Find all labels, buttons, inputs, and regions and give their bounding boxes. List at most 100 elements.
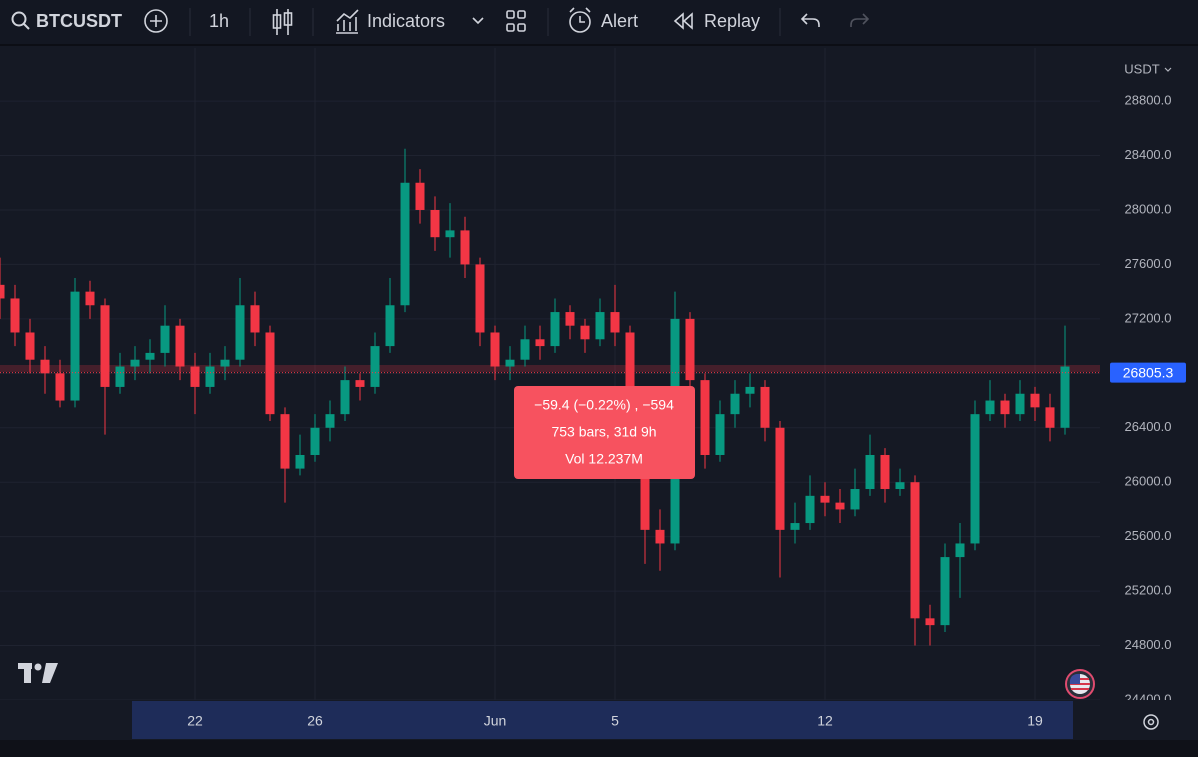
logo-shape: [34, 663, 42, 671]
candle-body: [925, 618, 935, 626]
undo-button[interactable]: [800, 13, 820, 27]
candle-body: [1060, 366, 1070, 428]
x-tick-label: Jun: [484, 713, 507, 729]
y-tick-label: 26400.0: [1125, 419, 1172, 434]
candle-body: [1045, 407, 1055, 428]
candle-body: [655, 529, 665, 544]
candle-body: [940, 557, 950, 626]
logo[interactable]: [18, 663, 58, 683]
gear-icon: [1143, 714, 1159, 730]
x-tick-label: 26: [307, 713, 323, 729]
grid-icon: [517, 10, 526, 19]
y-tick-label: 26000.0: [1125, 474, 1172, 489]
x-tick-label: 22: [187, 713, 203, 729]
candle-body: [280, 414, 290, 469]
candle-body: [955, 543, 965, 558]
y-tick-label: 28000.0: [1125, 201, 1172, 216]
candle-body: [535, 339, 545, 347]
interval[interactable]: 1h: [209, 11, 229, 31]
alert-button[interactable]: Alert: [569, 7, 638, 33]
candle-body: [355, 380, 365, 387]
candle-body: [340, 380, 350, 415]
candle-body: [430, 209, 440, 238]
replay-icon: [673, 12, 693, 30]
y-tick-label: 24800.0: [1125, 637, 1172, 652]
candle-body: [880, 454, 890, 490]
indicators-icon: [336, 9, 359, 34]
candle-body: [625, 332, 635, 415]
alert-icon: [569, 7, 591, 23]
candle-body: [40, 359, 50, 374]
plus-icon: [144, 9, 168, 33]
indicators-label: Indicators: [367, 11, 445, 31]
y-tick-label: 28800.0: [1125, 93, 1172, 108]
x-tick-label: 19: [1027, 713, 1043, 729]
candle-body: [760, 386, 770, 428]
candle-body: [745, 386, 755, 394]
compare-button[interactable]: [144, 9, 168, 33]
symbol: BTCUSDT: [36, 11, 122, 31]
candle-body: [505, 359, 515, 367]
candle-body: [250, 305, 260, 333]
indicators-button[interactable]: Indicators: [336, 9, 484, 34]
redo-button[interactable]: [850, 13, 870, 27]
flag-button[interactable]: [1065, 669, 1095, 699]
currency[interactable]: USDT: [1124, 61, 1159, 76]
last-price-label: 26805.3: [1123, 364, 1174, 380]
chevron: [472, 17, 484, 25]
chevron: [1164, 67, 1172, 72]
candle-body: [895, 482, 905, 490]
y-tick-label: 27600.0: [1125, 256, 1172, 271]
candle-body: [70, 291, 80, 401]
candle-body: [400, 182, 410, 306]
candle-body: [265, 332, 275, 415]
candle-body: [130, 359, 140, 367]
candle-body: [295, 454, 305, 469]
candle-body: [0, 284, 5, 299]
flag-canton: [1069, 673, 1080, 684]
candle-body: [415, 182, 425, 210]
logo-shape: [24, 663, 31, 683]
y-tick-label: 25200.0: [1125, 583, 1172, 598]
settings-button[interactable]: [1143, 714, 1159, 730]
candle-body: [1030, 393, 1040, 408]
grid-icon: [506, 23, 515, 32]
measure-tooltip: −59.4 (−0.22%) , −594 753 bars, 31d 9h V…: [514, 386, 695, 479]
candle-body: [865, 454, 875, 490]
replay-button[interactable]: Replay: [673, 11, 760, 31]
candle-body: [85, 291, 95, 306]
symbol-search[interactable]: BTCUSDT: [11, 11, 123, 31]
x-tick-label: 5: [611, 713, 619, 729]
measure-band: [0, 365, 1100, 372]
candle-body: [700, 380, 710, 455]
candle-body: [580, 325, 590, 340]
x-tick-label: 12: [817, 713, 833, 729]
candle-body: [550, 312, 560, 347]
candle-body: [145, 352, 155, 360]
candle-body: [985, 400, 995, 415]
candle-body: [25, 332, 35, 360]
candle-body: [820, 495, 830, 503]
candle-body: [100, 305, 110, 387]
chart-type-button[interactable]: [272, 9, 293, 35]
plus-icon: [150, 15, 162, 27]
candle-body: [805, 495, 815, 524]
layouts-button[interactable]: [506, 10, 526, 32]
candle-body: [790, 523, 800, 530]
candle-body: [850, 489, 860, 510]
candle-body: [715, 414, 725, 455]
candle-body: [910, 482, 920, 619]
candle-body: [730, 393, 740, 415]
candle-body: [160, 325, 170, 353]
candle-body: [595, 312, 605, 340]
candle-body: [520, 339, 530, 360]
tooltip-box: [514, 386, 695, 479]
logo-shape: [42, 663, 58, 683]
alert-icon: [569, 11, 591, 33]
candle-body: [445, 230, 455, 238]
grid-icon: [506, 10, 515, 19]
candle-body: [1015, 393, 1025, 415]
candle-body: [775, 427, 785, 530]
candle-body: [460, 230, 470, 265]
